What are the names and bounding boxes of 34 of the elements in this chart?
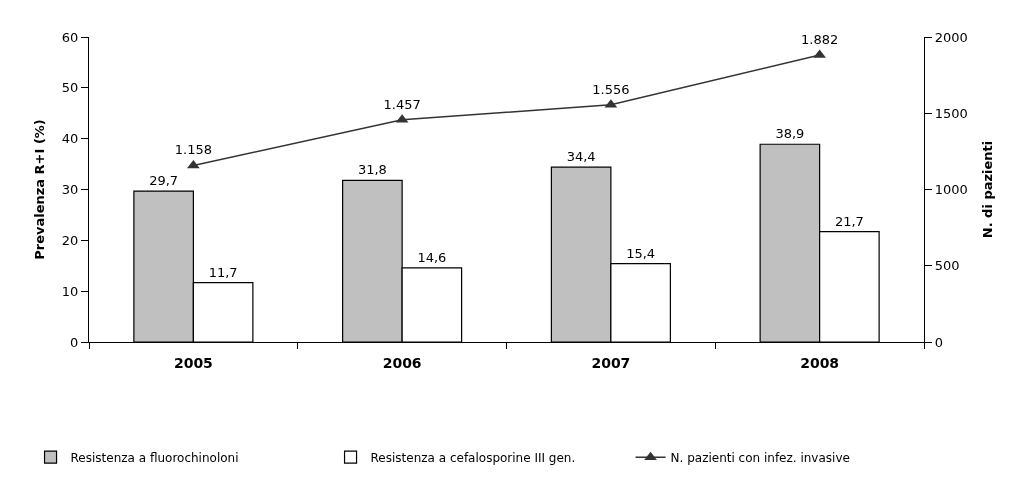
legend-label: Resistenza a fluorochinoloni [70, 450, 239, 465]
data-label: 38,9 [775, 126, 805, 142]
y2-tick-label: 500 [934, 258, 960, 274]
legend-label: Resistenza a cefalosporine III gen. [370, 450, 576, 465]
y2-tick-label: 1000 [934, 182, 968, 198]
data-label: 14,6 [417, 249, 447, 265]
data-label: 29,7 [149, 173, 179, 189]
data-label: 1.158 [174, 142, 212, 158]
y2-tick-label: 1500 [934, 105, 968, 121]
data-label: 1.457 [383, 96, 421, 112]
y2-tick-label: 2000 [934, 29, 968, 45]
legend-label: N. pazienti con infez. invasive [670, 450, 850, 465]
y-axis-title: Prevalenza R+I (%) [31, 119, 47, 260]
data-label: 1.882 [801, 31, 839, 47]
y-tick-label: 30 [61, 182, 79, 198]
data-label: 11,7 [208, 264, 238, 280]
data-label: 34,4 [566, 149, 596, 165]
x-tick-label: 2006 [382, 354, 422, 371]
y-tick-label: 50 [61, 80, 79, 96]
x-tick-label: 2005 [173, 354, 213, 371]
x-tick-label: 2007 [591, 354, 631, 371]
point [187, 159, 200, 169]
data-label: 31,8 [357, 162, 387, 178]
y2-tick-label: 0 [934, 334, 943, 350]
data-label: 21,7 [834, 213, 864, 229]
y-tick-label: 40 [61, 131, 79, 147]
y-tick-label: 20 [61, 232, 79, 248]
y2-axis-title: N. di pazienti [980, 140, 996, 239]
x-tick-label: 2008 [800, 354, 840, 371]
y-tick-label: 60 [61, 29, 79, 45]
data-label: 15,4 [626, 245, 656, 261]
y-tick-label: 0 [70, 334, 79, 350]
y-tick-label: 10 [61, 283, 79, 299]
data-label: 1.556 [592, 81, 630, 97]
